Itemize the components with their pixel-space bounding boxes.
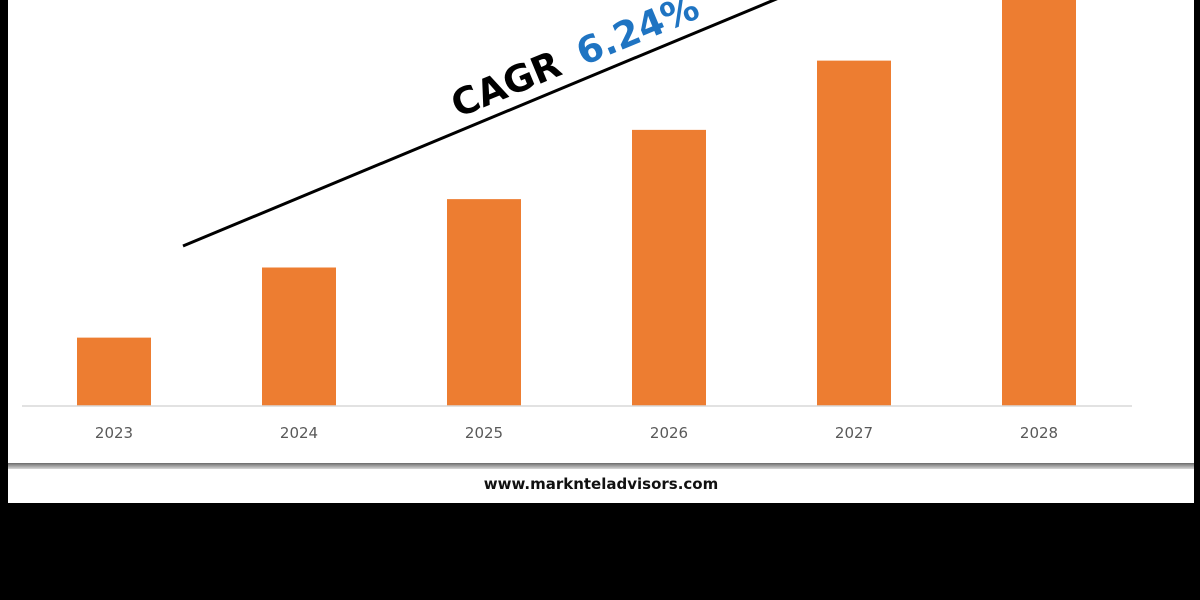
footer: www.marknteladvisors.com [8, 469, 1194, 503]
bar-2024 [262, 267, 336, 406]
x-tick-label-2026: 2026 [650, 424, 688, 442]
x-tick-labels: 2023 2024 2025 2026 2027 2028 [95, 424, 1058, 442]
bar-2025 [447, 199, 521, 406]
cagr-label: CAGR [445, 43, 567, 127]
panel-separator [8, 463, 1194, 469]
bar-2026 [632, 129, 706, 406]
x-tick-label-2028: 2028 [1020, 424, 1058, 442]
chart-panel: 2023 2024 2025 2026 2027 2028 CAGR 6.24% [8, 0, 1194, 463]
cagr-annotation: CAGR 6.24% [445, 0, 705, 126]
bar-2028 [1002, 0, 1076, 406]
x-tick-label-2024: 2024 [280, 424, 318, 442]
website-url: www.marknteladvisors.com [483, 475, 719, 493]
bars-layer [77, 0, 1076, 406]
x-tick-label-2023: 2023 [95, 424, 133, 442]
x-tick-label-2027: 2027 [835, 424, 873, 442]
bar-chart: 2023 2024 2025 2026 2027 2028 CAGR 6.24% [22, 0, 1132, 442]
cagr-trend-line [182, 0, 778, 248]
x-tick-label-2025: 2025 [465, 424, 503, 442]
bar-2023 [77, 337, 151, 406]
bar-2027 [817, 60, 891, 406]
